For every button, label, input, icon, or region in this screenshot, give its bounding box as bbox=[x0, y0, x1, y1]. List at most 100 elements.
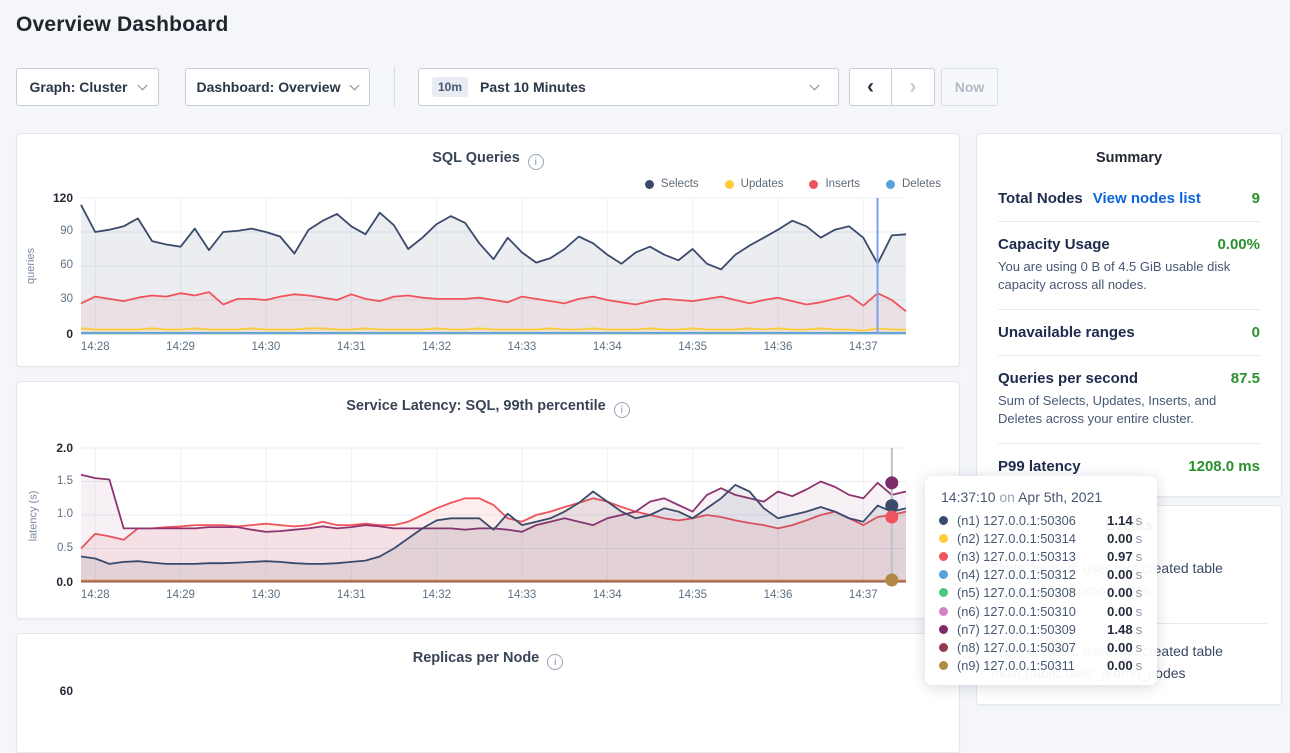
legend-item[interactable]: Deletes bbox=[886, 178, 941, 190]
x-axis-tick: 14:32 bbox=[422, 341, 451, 353]
tooltip-row: (n4) 127.0.0.1:503120.00s bbox=[939, 566, 1143, 584]
y-axis-tick: 1.0 bbox=[17, 508, 73, 520]
node-color-dot bbox=[939, 516, 948, 525]
node-address: (n7) 127.0.0.1:50309 bbox=[957, 622, 1107, 637]
chevron-down-icon bbox=[137, 80, 147, 90]
y-axis-tick: 90 bbox=[17, 225, 73, 237]
time-range-label: Past 10 Minutes bbox=[480, 79, 586, 95]
service-latency-card: Service Latency: SQL, 99th percentilei l… bbox=[16, 381, 960, 619]
x-axis-tick: 14:36 bbox=[764, 341, 793, 353]
graph-scope-label: Graph: Cluster bbox=[29, 79, 127, 95]
y-axis-tick: 30 bbox=[17, 293, 73, 305]
x-axis-tick: 14:37 bbox=[849, 589, 878, 601]
node-latency-value: 0.00s bbox=[1107, 567, 1142, 582]
summary-row: Unavailable ranges 0 bbox=[998, 324, 1260, 341]
node-address: (n5) 127.0.0.1:50308 bbox=[957, 585, 1107, 600]
legend-label: Selects bbox=[661, 178, 699, 190]
node-color-dot bbox=[939, 607, 948, 616]
x-axis-tick: 14:31 bbox=[337, 589, 366, 601]
chart-title: Replicas per Node bbox=[413, 650, 540, 666]
summary-desc: Sum of Selects, Updates, Inserts, and De… bbox=[998, 392, 1260, 429]
legend-dot bbox=[725, 180, 734, 189]
legend-item[interactable]: Inserts bbox=[809, 178, 860, 190]
view-nodes-link[interactable]: View nodes list bbox=[1093, 190, 1201, 207]
x-axis-tick: 14:28 bbox=[81, 341, 110, 353]
summary-panel: Summary Total Nodes View nodes list 9 Capac… bbox=[976, 133, 1282, 497]
x-axis-tick: 14:28 bbox=[81, 589, 110, 601]
chart-title-row: Replicas per Node i bbox=[17, 650, 959, 670]
node-color-dot bbox=[939, 570, 948, 579]
chevron-down-icon bbox=[810, 80, 820, 90]
legend-dot bbox=[645, 180, 654, 189]
info-icon[interactable]: i bbox=[528, 154, 544, 170]
sql-queries-plot[interactable] bbox=[81, 198, 906, 334]
chart-title: Service Latency: SQL, 99th percentile bbox=[346, 398, 606, 414]
legend-label: Inserts bbox=[825, 178, 860, 190]
x-axis-tick: 14:37 bbox=[849, 341, 878, 353]
tooltip-row: (n3) 127.0.0.1:503130.97s bbox=[939, 547, 1143, 565]
summary-label: Capacity Usage bbox=[998, 236, 1110, 253]
summary-desc: You are using 0 B of 4.5 GiB usable disk… bbox=[998, 258, 1260, 295]
x-axis-tick: 14:33 bbox=[508, 589, 537, 601]
x-axis-tick: 14:30 bbox=[252, 589, 281, 601]
tooltip-row: (n5) 127.0.0.1:503080.00s bbox=[939, 584, 1143, 602]
x-axis-tick: 14:29 bbox=[166, 341, 195, 353]
node-latency-value: 1.14s bbox=[1107, 513, 1142, 528]
tooltip-row: (n9) 127.0.0.1:503110.00s bbox=[939, 657, 1143, 675]
x-axis-tick: 14:36 bbox=[764, 589, 793, 601]
summary-title: Summary bbox=[977, 134, 1281, 166]
service-latency-plot[interactable] bbox=[81, 448, 906, 582]
node-latency-value: 0.00s bbox=[1107, 658, 1142, 673]
graph-scope-dropdown[interactable]: Graph: Cluster bbox=[16, 68, 159, 106]
summary-value: 9 bbox=[1252, 190, 1260, 207]
node-address: (n1) 127.0.0.1:50306 bbox=[957, 513, 1107, 528]
chart-title-row: Service Latency: SQL, 99th percentile i bbox=[17, 398, 959, 418]
node-address: (n6) 127.0.0.1:50310 bbox=[957, 604, 1107, 619]
legend-dot bbox=[886, 180, 895, 189]
legend-item[interactable]: Updates bbox=[725, 178, 784, 190]
controls-divider bbox=[394, 66, 395, 106]
x-axis-tick: 14:34 bbox=[593, 589, 622, 601]
info-icon[interactable]: i bbox=[614, 402, 630, 418]
summary-value: 87.5 bbox=[1231, 370, 1260, 387]
summary-row: Capacity Usage 0.00% bbox=[998, 236, 1260, 253]
time-prev-button[interactable]: ‹ bbox=[849, 68, 892, 106]
info-icon[interactable]: i bbox=[547, 654, 563, 670]
time-range-dropdown[interactable]: 10m Past 10 Minutes bbox=[418, 68, 839, 106]
legend-item[interactable]: Selects bbox=[645, 178, 699, 190]
node-color-dot bbox=[939, 534, 948, 543]
x-axis-tick: 14:30 bbox=[252, 341, 281, 353]
summary-rows: Total Nodes View nodes list 9 Capacity Usag… bbox=[977, 166, 1281, 475]
dashboard-label: Dashboard: Overview bbox=[197, 79, 341, 95]
summary-value: 0 bbox=[1252, 324, 1260, 341]
time-next-button[interactable]: › bbox=[892, 68, 935, 106]
replicas-per-node-card: Replicas per Node i 60 bbox=[16, 633, 960, 753]
x-axis-tick: 14:31 bbox=[337, 341, 366, 353]
node-address: (n9) 127.0.0.1:50311 bbox=[957, 658, 1107, 673]
y-axis-tick: 60 bbox=[17, 684, 73, 698]
time-now-button[interactable]: Now bbox=[941, 68, 998, 106]
summary-label: Unavailable ranges bbox=[998, 324, 1135, 341]
chart-hover-tooltip: 14:37:10 on Apr 5th, 2021 (n1) 127.0.0.1… bbox=[925, 476, 1157, 685]
sql-queries-card: SQL Queriesi Selects Updates Inserts Delete… bbox=[16, 133, 960, 367]
node-color-dot bbox=[939, 625, 948, 634]
time-nav-group: ‹ › bbox=[849, 68, 935, 106]
time-range-badge: 10m bbox=[432, 77, 468, 97]
summary-label: Total Nodes bbox=[998, 190, 1083, 207]
summary-value: 1208.0 ms bbox=[1188, 458, 1260, 475]
chart-legend: Selects Updates Inserts Deletes bbox=[645, 178, 941, 190]
tooltip-row: (n2) 127.0.0.1:503140.00s bbox=[939, 529, 1143, 547]
page-title: Overview Dashboard bbox=[16, 13, 229, 37]
tooltip-row: (n6) 127.0.0.1:503100.00s bbox=[939, 602, 1143, 620]
y-axis-tick: 0.0 bbox=[17, 575, 73, 589]
tooltip-timestamp: 14:37:10 on Apr 5th, 2021 bbox=[941, 489, 1143, 505]
dashboard-dropdown[interactable]: Dashboard: Overview bbox=[185, 68, 370, 106]
y-axis-tick: 0.5 bbox=[17, 542, 73, 554]
node-latency-value: 0.00s bbox=[1107, 640, 1142, 655]
summary-value: 0.00% bbox=[1217, 236, 1260, 253]
node-color-dot bbox=[939, 588, 948, 597]
node-latency-value: 1.48s bbox=[1107, 622, 1142, 637]
chart-title-row: SQL Queriesi bbox=[17, 150, 959, 170]
x-axis-tick: 14:35 bbox=[678, 341, 707, 353]
tooltip-row: (n1) 127.0.0.1:503061.14s bbox=[939, 511, 1143, 529]
